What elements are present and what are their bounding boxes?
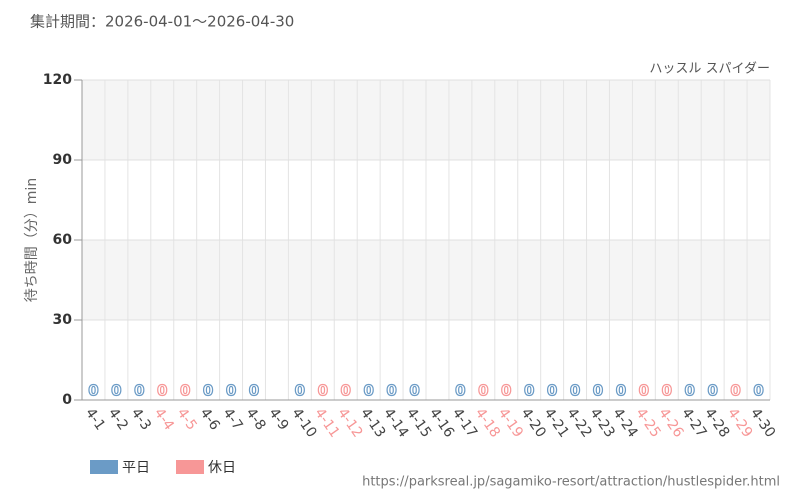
x-tick-label: 4-30 xyxy=(747,405,778,440)
data-label: 0 xyxy=(639,382,649,400)
data-label: 0 xyxy=(318,382,328,400)
data-label: 0 xyxy=(203,382,213,400)
data-label: 0 xyxy=(295,382,305,400)
data-label: 0 xyxy=(547,382,557,400)
y-tick-label: 60 xyxy=(53,232,73,248)
y-tick-label: 90 xyxy=(53,152,73,168)
x-tick-label: 4-16 xyxy=(426,405,457,440)
x-tick-label: 4-28 xyxy=(701,405,732,440)
data-label: 0 xyxy=(570,382,580,400)
data-label: 0 xyxy=(157,382,167,400)
data-label: 0 xyxy=(662,382,672,400)
x-tick-label: 4-24 xyxy=(609,405,640,440)
data-label: 0 xyxy=(363,382,373,400)
x-tick-label: 4-12 xyxy=(334,405,365,440)
x-tick-label: 4-2 xyxy=(105,405,131,433)
data-label: 0 xyxy=(409,382,419,400)
x-tick-label: 4-11 xyxy=(311,405,342,440)
data-label: 0 xyxy=(501,382,511,400)
y-tick-label: 0 xyxy=(62,392,72,408)
x-tick-label: 4-3 xyxy=(128,405,154,433)
x-tick-label: 4-7 xyxy=(220,405,246,433)
data-label: 0 xyxy=(593,382,603,400)
data-label: 0 xyxy=(730,382,740,400)
x-tick-label: 4-27 xyxy=(678,405,709,440)
x-tick-label: 4-22 xyxy=(564,405,595,440)
data-label: 0 xyxy=(455,382,465,400)
data-label: 0 xyxy=(707,382,717,400)
legend-label: 休日 xyxy=(208,460,236,476)
x-tick-label: 4-8 xyxy=(242,405,268,433)
y-axis-label: 待ち時間（分）min xyxy=(24,178,40,302)
x-tick-label: 4-14 xyxy=(380,405,411,440)
x-tick-label: 4-15 xyxy=(403,405,434,440)
legend-swatch xyxy=(90,460,118,474)
x-tick-label: 4-29 xyxy=(724,405,755,440)
x-tick-label: 4-19 xyxy=(495,405,526,440)
data-label: 0 xyxy=(88,382,98,400)
data-label: 0 xyxy=(111,382,121,400)
data-label: 0 xyxy=(180,382,190,400)
x-tick-label: 4-17 xyxy=(449,405,480,440)
chart-subtitle: ハッスル スパイダー xyxy=(649,62,770,77)
data-label: 0 xyxy=(341,382,351,400)
x-tick-label: 4-20 xyxy=(518,405,549,440)
data-label: 0 xyxy=(685,382,695,400)
x-tick-label: 4-23 xyxy=(586,405,617,440)
data-label: 0 xyxy=(386,382,396,400)
x-tick-label: 4-4 xyxy=(151,405,177,433)
chart-title: 集計期間：2026-04-01～2026-04-30 xyxy=(30,13,294,31)
x-tick-label: 4-5 xyxy=(174,405,200,433)
x-tick-label: 4-9 xyxy=(265,405,291,433)
y-tick-label: 120 xyxy=(43,72,72,88)
data-label: 0 xyxy=(226,382,236,400)
data-label: 0 xyxy=(478,382,488,400)
x-tick-label: 4-10 xyxy=(288,405,319,440)
data-label: 0 xyxy=(753,382,763,400)
x-tick-label: 4-25 xyxy=(632,405,663,440)
x-tick-label: 4-26 xyxy=(655,405,686,440)
x-tick-label: 4-6 xyxy=(197,405,223,433)
data-label: 0 xyxy=(249,382,259,400)
data-label: 0 xyxy=(524,382,534,400)
legend-swatch xyxy=(176,460,204,474)
y-tick-label: 30 xyxy=(53,312,73,328)
x-tick-label: 4-18 xyxy=(472,405,503,440)
legend-label: 平日 xyxy=(122,460,150,476)
x-tick-label: 4-1 xyxy=(82,405,108,433)
data-label: 0 xyxy=(134,382,144,400)
source-url: https://parksreal.jp/sagamiko-resort/att… xyxy=(362,475,780,490)
x-tick-label: 4-21 xyxy=(541,405,572,440)
x-tick-label: 4-13 xyxy=(357,405,388,440)
data-label: 0 xyxy=(616,382,626,400)
